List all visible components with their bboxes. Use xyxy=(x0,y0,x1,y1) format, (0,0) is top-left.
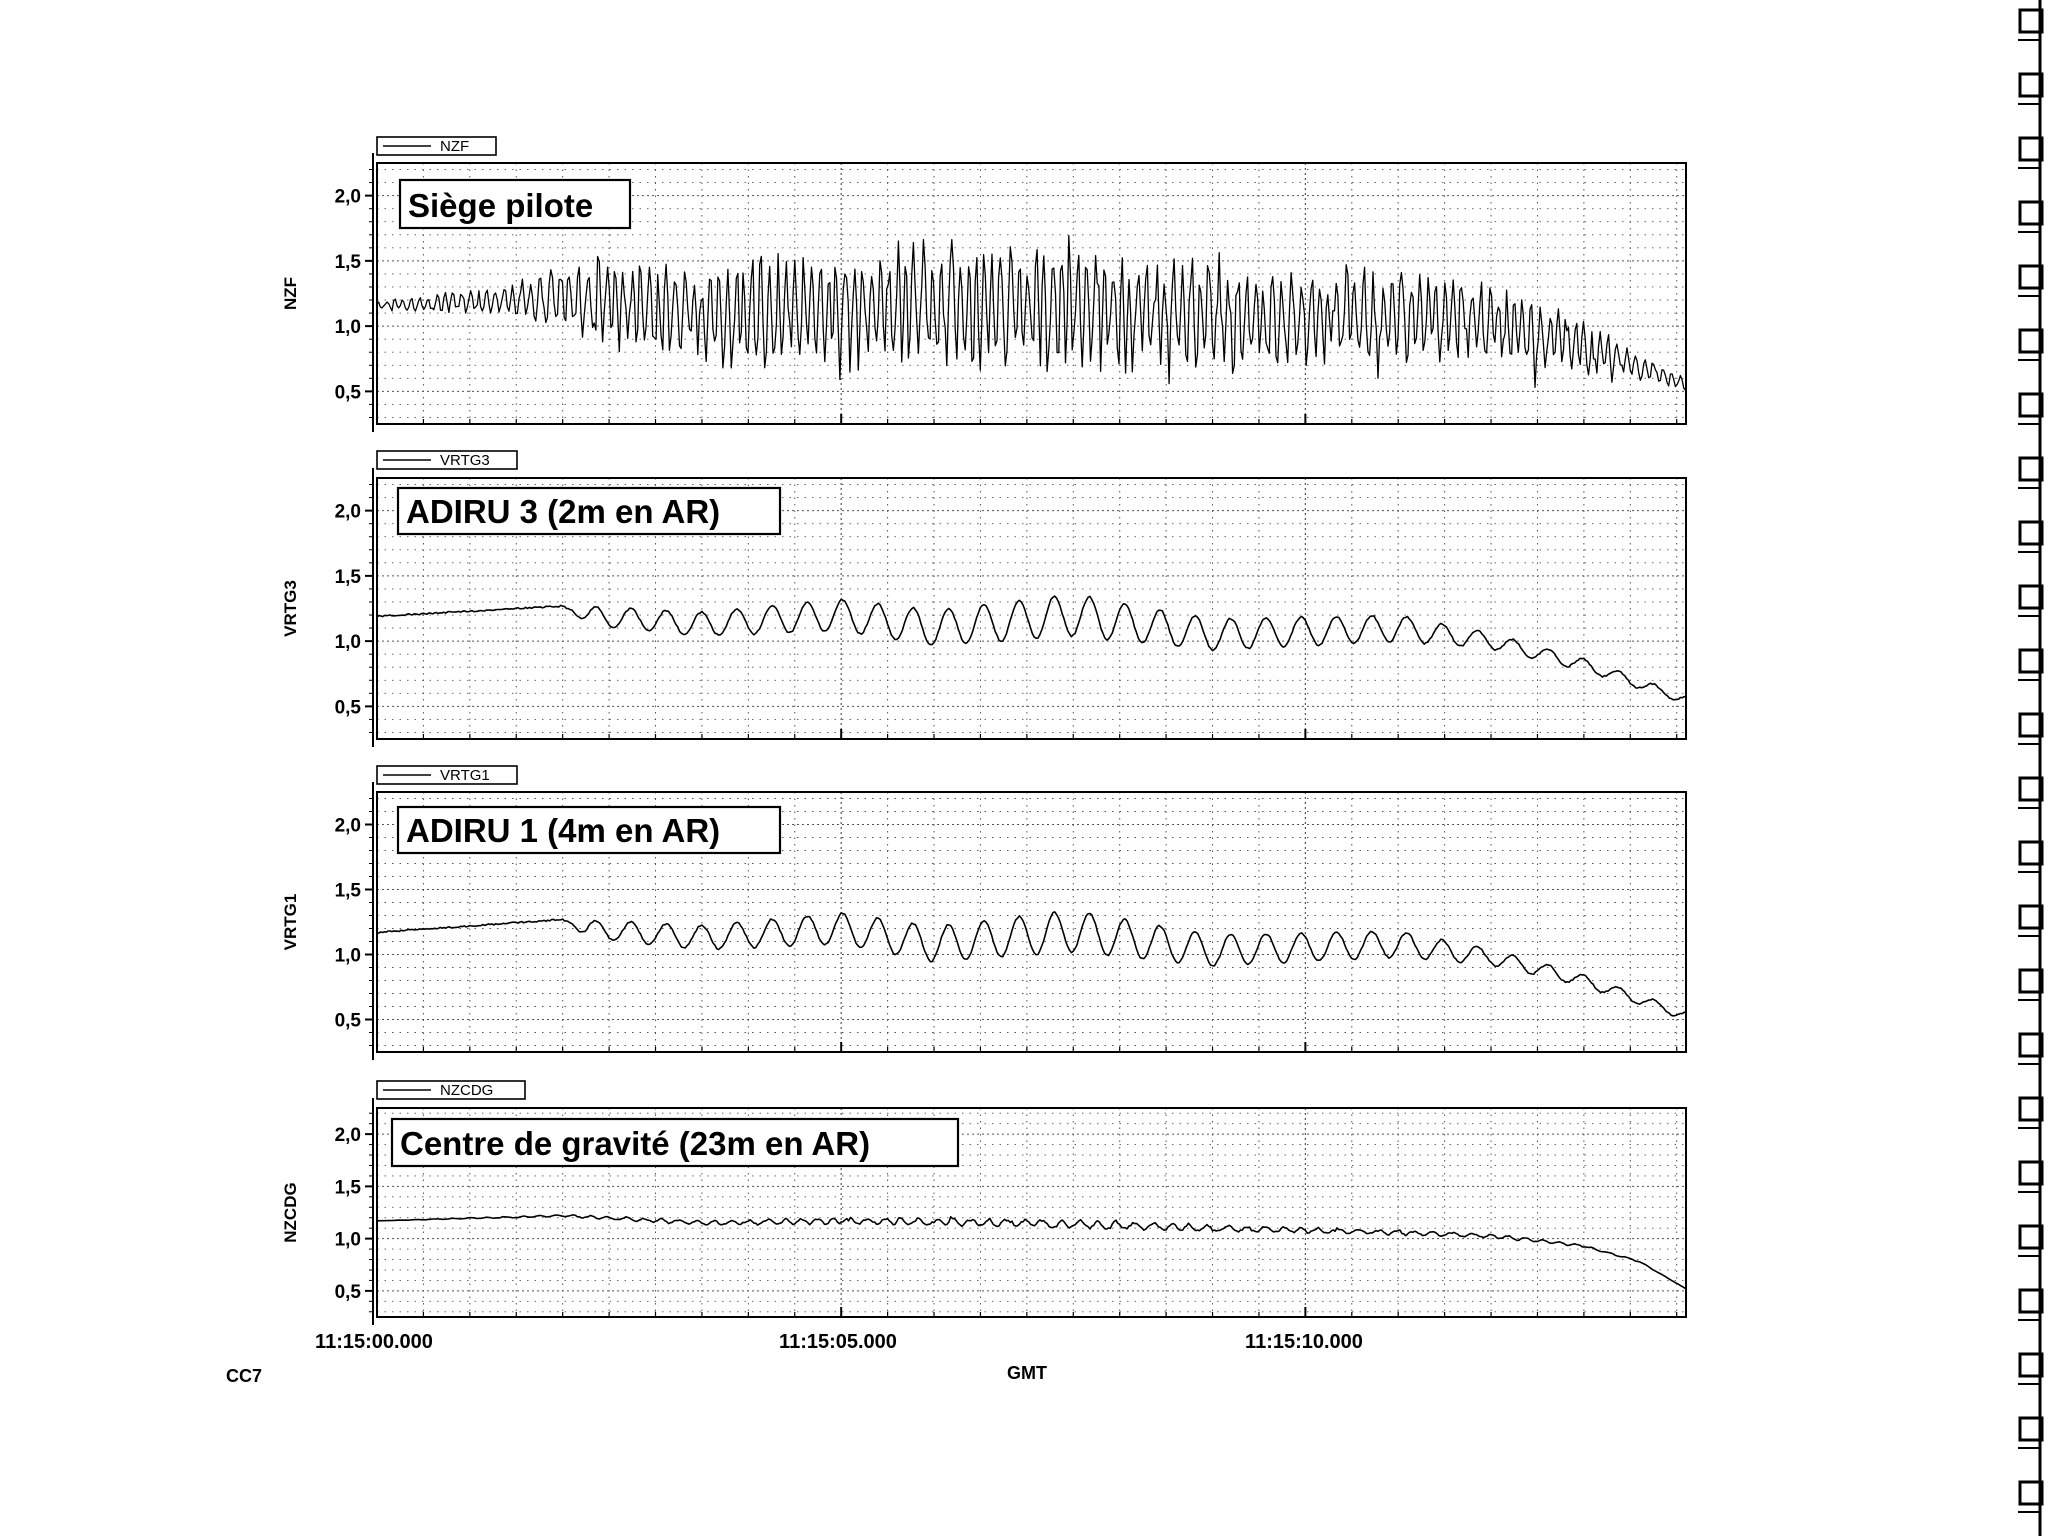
binding-notch xyxy=(2018,136,2044,162)
y-tick-label: 1,0 xyxy=(335,946,361,967)
binding-notch xyxy=(2018,1416,2044,1442)
binding-notch xyxy=(2018,328,2044,354)
binding-notch xyxy=(2018,1160,2044,1186)
binding-notch xyxy=(2018,200,2044,226)
binding-notch xyxy=(2018,264,2044,290)
binding-notch xyxy=(2018,456,2044,482)
binding-notch xyxy=(2018,968,2044,994)
panel-annotation: ADIRU 3 (2m en AR) xyxy=(396,486,782,536)
panel-vrtg3: 2,0 1,5 1,0 0,5 VRTG3 VRTG3 ADIRU 3 (2m en AR) xyxy=(281,450,1687,747)
y-tick-label: 0,5 xyxy=(335,1282,362,1303)
legend: VRTG3 xyxy=(376,450,518,470)
footer-code: CC7 xyxy=(226,1366,262,1386)
panel-annotation: Centre de gravité (23m en AR) xyxy=(390,1117,960,1168)
binding-notch xyxy=(2018,8,2044,34)
binding-notch xyxy=(2018,776,2044,802)
plot-frame xyxy=(376,162,1687,425)
binding-notch xyxy=(2018,1224,2044,1250)
binding-notch xyxy=(2018,648,2044,674)
series-line-nzcdg xyxy=(376,1214,1687,1290)
binding-notch xyxy=(2018,904,2044,930)
y-tick-label: 1,5 xyxy=(335,1177,362,1198)
series-line-nzf xyxy=(376,235,1686,391)
panel-annotation-text: Centre de gravité (23m en AR) xyxy=(400,1125,870,1162)
y-axis-label: VRTG1 xyxy=(281,894,300,951)
y-tick-label: 2,0 xyxy=(335,502,361,523)
binding-notch xyxy=(2018,72,2044,98)
binding-notch xyxy=(2018,1096,2044,1122)
binding-notch xyxy=(2018,392,2044,418)
y-axis-label: NZF xyxy=(281,277,300,310)
legend-label: VRTG3 xyxy=(440,452,490,469)
y-tick-label: 0,5 xyxy=(335,382,362,403)
y-axis-label: VRTG3 xyxy=(281,580,300,637)
binding-notch xyxy=(2018,1352,2044,1378)
y-tick-label: 0,5 xyxy=(335,697,362,718)
x-axis-label: GMT xyxy=(1007,1363,1047,1383)
legend: NZCDG xyxy=(376,1080,526,1100)
y-tick-label: 1,0 xyxy=(335,632,361,653)
panel-nzf: 2,0 1,5 1,0 0,5 NZF NZF Siège pilote xyxy=(281,136,1687,432)
legend: NZF xyxy=(376,136,497,156)
x-tick-label-2: 11:15:10.000 xyxy=(1245,1331,1363,1353)
binding-notch xyxy=(2018,520,2044,546)
legend-label: NZCDG xyxy=(440,1082,493,1099)
panel-annotation: ADIRU 1 (4m en AR) xyxy=(396,805,782,855)
x-tick-label-1: 11:15:05.000 xyxy=(779,1331,897,1353)
y-tick-label: 2,0 xyxy=(335,187,361,208)
legend-label: NZF xyxy=(440,138,469,155)
y-tick-label: 1,0 xyxy=(335,1230,361,1251)
legend: VRTG1 xyxy=(376,765,518,785)
binding-notch xyxy=(2018,840,2044,866)
y-tick-label: 1,5 xyxy=(335,881,362,902)
panel-annotation-text: ADIRU 3 (2m en AR) xyxy=(406,493,720,530)
series-line-vrtg1 xyxy=(376,911,1687,1017)
binding-notch xyxy=(2018,1032,2044,1058)
y-tick-label: 1,5 xyxy=(335,567,362,588)
series-line-vrtg3 xyxy=(376,595,1687,701)
y-tick-label: 1,5 xyxy=(335,252,362,273)
x-tick-label-0: 11:15:00.000 xyxy=(315,1331,433,1353)
panel-annotation-text: ADIRU 1 (4m en AR) xyxy=(406,812,720,849)
plot-frame xyxy=(376,791,1687,1053)
y-tick-label: 0,5 xyxy=(335,1011,362,1032)
panel-annotation-text: Siège pilote xyxy=(408,187,593,224)
panel-annotation: Siège pilote xyxy=(398,178,632,230)
plot-frame xyxy=(376,1107,1687,1318)
binding-strip-decoration xyxy=(2018,0,2044,1536)
binding-notch xyxy=(2018,1480,2044,1506)
panel-vrtg1: 2,0 1,5 1,0 0,5 VRTG1 VRTG1 ADIRU 1 (4m en AR) xyxy=(281,765,1687,1060)
binding-notch xyxy=(2018,584,2044,610)
y-tick-label: 1,0 xyxy=(335,317,361,338)
panel-nzcdg: 2,0 1,5 1,0 0,5 NZCDG NZCDG Centre de gravité … xyxy=(281,1080,1687,1325)
binding-notch xyxy=(2018,712,2044,738)
y-tick-label: 2,0 xyxy=(335,816,361,837)
legend-label: VRTG1 xyxy=(440,767,490,784)
y-tick-label: 2,0 xyxy=(335,1125,361,1146)
binding-notch xyxy=(2018,1288,2044,1314)
plot-frame xyxy=(376,477,1687,740)
chart-panels: 2,0 1,5 1,0 0,5 NZF NZF Siège pilote 2,0 1,5 1,0 0… xyxy=(281,136,1687,1325)
y-axis-label: NZCDG xyxy=(281,1182,300,1242)
